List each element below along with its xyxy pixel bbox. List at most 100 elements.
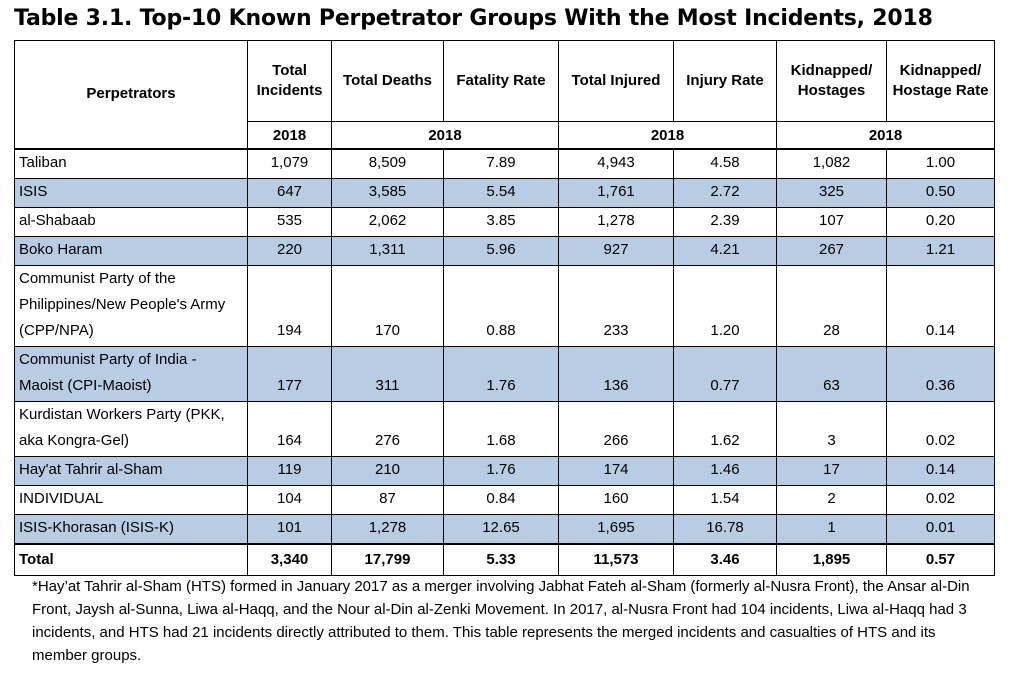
table-title: Table 3.1. Top-10 Known Perpetrator Grou… (14, 6, 933, 31)
cell-injured: 1,278 (558, 207, 674, 237)
cell-deaths: 3,585 (331, 178, 444, 208)
table-row: Communist Party of the Philippines/New P… (14, 265, 995, 347)
table-row: Boko Haram 220 1,311 5.96 927 4.21 267 1… (14, 236, 995, 266)
cell-kidnapped: 1 (776, 514, 887, 545)
table-row: ISIS 647 3,585 5.54 1,761 2.72 325 0.50 (14, 178, 995, 208)
cell-perpetrator: ISIS (14, 178, 248, 208)
cell-injury-rate: 1.62 (673, 401, 777, 457)
table-row: al-Shabaab 535 2,062 3.85 1,278 2.39 107… (14, 207, 995, 237)
cell-deaths: 210 (331, 456, 444, 486)
header-total-deaths: Total Deaths (331, 40, 444, 122)
cell-injured: 927 (558, 236, 674, 266)
cell-incidents: 1,079 (247, 148, 332, 179)
cell-injury-rate: 0.77 (673, 346, 777, 402)
cell-perpetrator: Boko Haram (14, 236, 248, 266)
header-year-deaths: 2018 (331, 121, 559, 150)
cell-injured: 266 (558, 401, 674, 457)
cell-perpetrator: Taliban (14, 148, 248, 179)
cell-kidnapped-rate: 0.02 (886, 485, 995, 515)
cell-deaths: 2,062 (331, 207, 444, 237)
cell-kidnapped-rate: 0.36 (886, 346, 995, 402)
footnote: *Hay’at Tahrir al-Sham (HTS) formed in J… (32, 578, 970, 664)
cell-incidents: 164 (247, 401, 332, 457)
cell-total-injured: 11,573 (558, 543, 674, 576)
cell-total-fatality-rate: 5.33 (443, 543, 559, 576)
cell-total-kidnapped-rate: 0.57 (886, 543, 995, 576)
cell-deaths: 1,311 (331, 236, 444, 266)
cell-injury-rate: 4.21 (673, 236, 777, 266)
cell-injured: 233 (558, 265, 674, 347)
cell-incidents: 220 (247, 236, 332, 266)
cell-injury-rate: 2.72 (673, 178, 777, 208)
cell-injured: 174 (558, 456, 674, 486)
cell-injured: 1,761 (558, 178, 674, 208)
table-body: Taliban 1,079 8,509 7.89 4,943 4.58 1,08… (14, 148, 995, 576)
header-fatality-rate: Fatality Rate (443, 40, 559, 122)
cell-perpetrator: Kurdistan Workers Party (PKK, aka Kongra… (14, 401, 248, 457)
cell-kidnapped-rate: 0.20 (886, 207, 995, 237)
cell-injury-rate: 4.58 (673, 148, 777, 179)
cell-perpetrator: ISIS-Khorasan (ISIS-K) (14, 514, 248, 545)
cell-kidnapped: 107 (776, 207, 887, 237)
cell-total-incidents: 3,340 (247, 543, 332, 576)
cell-incidents: 535 (247, 207, 332, 237)
header-perpetrators: Perpetrators (14, 40, 248, 150)
cell-injured: 160 (558, 485, 674, 515)
table-row: INDIVIDUAL 104 87 0.84 160 1.54 2 0.02 (14, 485, 995, 515)
table-row: Hay'at Tahrir al-Sham 119 210 1.76 174 1… (14, 456, 995, 486)
cell-kidnapped-rate: 0.14 (886, 456, 995, 486)
cell-injury-rate: 16.78 (673, 514, 777, 545)
cell-injured: 136 (558, 346, 674, 402)
cell-kidnapped: 267 (776, 236, 887, 266)
cell-deaths: 170 (331, 265, 444, 347)
cell-injury-rate: 1.54 (673, 485, 777, 515)
cell-injured: 1,695 (558, 514, 674, 545)
cell-fatality-rate: 7.89 (443, 148, 559, 179)
cell-perpetrator: Hay'at Tahrir al-Sham (14, 456, 248, 486)
header-kidnapped-rate: Kidnapped/ Hostage Rate (886, 40, 995, 122)
cell-total-injury-rate: 3.46 (673, 543, 777, 576)
cell-perpetrator: Communist Party of the Philippines/New P… (14, 265, 248, 347)
cell-fatality-rate: 1.68 (443, 401, 559, 457)
cell-fatality-rate: 0.84 (443, 485, 559, 515)
cell-perpetrator: Communist Party of India - Maoist (CPI-M… (14, 346, 248, 402)
cell-injury-rate: 1.20 (673, 265, 777, 347)
cell-fatality-rate: 12.65 (443, 514, 559, 545)
cell-kidnapped: 1,082 (776, 148, 887, 179)
header-injury-rate: Injury Rate (673, 40, 777, 122)
cell-fatality-rate: 1.76 (443, 456, 559, 486)
table-row: ISIS-Khorasan (ISIS-K) 101 1,278 12.65 1… (14, 514, 995, 545)
cell-kidnapped: 63 (776, 346, 887, 402)
cell-incidents: 101 (247, 514, 332, 545)
header-kidnapped: Kidnapped/ Hostages (776, 40, 887, 122)
table-row: Kurdistan Workers Party (PKK, aka Kongra… (14, 401, 995, 457)
cell-total-label: Total (14, 543, 248, 576)
cell-kidnapped: 17 (776, 456, 887, 486)
cell-injury-rate: 2.39 (673, 207, 777, 237)
cell-deaths: 311 (331, 346, 444, 402)
perpetrator-table: Perpetrators Total Incidents Total Death… (14, 40, 995, 576)
header-year-injured: 2018 (558, 121, 777, 150)
cell-kidnapped: 28 (776, 265, 887, 347)
cell-injured: 4,943 (558, 148, 674, 179)
table-row: Communist Party of India - Maoist (CPI-M… (14, 346, 995, 402)
cell-incidents: 647 (247, 178, 332, 208)
cell-total-kidnapped: 1,895 (776, 543, 887, 576)
total-row: Total 3,340 17,799 5.33 11,573 3.46 1,89… (14, 543, 995, 576)
header-year-kidnapped: 2018 (776, 121, 995, 150)
cell-kidnapped: 2 (776, 485, 887, 515)
cell-deaths: 87 (331, 485, 444, 515)
cell-perpetrator: al-Shabaab (14, 207, 248, 237)
cell-kidnapped: 325 (776, 178, 887, 208)
cell-kidnapped-rate: 0.02 (886, 401, 995, 457)
cell-fatality-rate: 1.76 (443, 346, 559, 402)
header-year-incidents: 2018 (247, 121, 332, 150)
cell-kidnapped-rate: 1.00 (886, 148, 995, 179)
cell-incidents: 194 (247, 265, 332, 347)
cell-kidnapped-rate: 0.14 (886, 265, 995, 347)
header-total-incidents: Total Incidents (247, 40, 332, 122)
cell-incidents: 104 (247, 485, 332, 515)
cell-deaths: 276 (331, 401, 444, 457)
cell-kidnapped-rate: 0.50 (886, 178, 995, 208)
cell-fatality-rate: 5.54 (443, 178, 559, 208)
